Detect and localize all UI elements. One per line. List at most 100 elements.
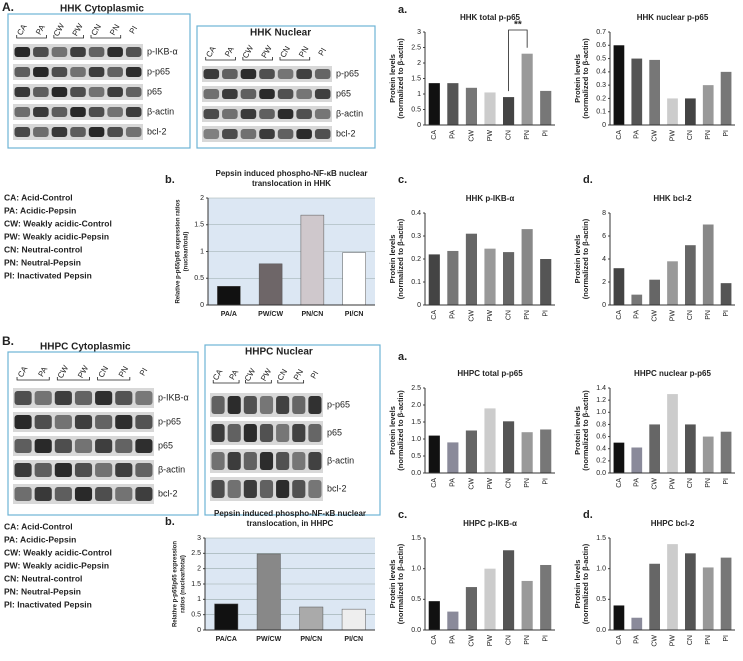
lane-label: PA bbox=[227, 368, 240, 382]
blot-band bbox=[14, 463, 32, 477]
legend-entry: CA: Acid-Control bbox=[4, 192, 73, 202]
legend-entry: PW: Weakly acidic-Pepsin bbox=[4, 560, 109, 570]
x-tick-label: PW bbox=[487, 130, 494, 142]
x-tick-label: PW bbox=[669, 478, 676, 490]
chart-title: Pepsin induced phospho-NF-κB nuclear bbox=[215, 169, 367, 178]
x-tick-label: CW bbox=[651, 635, 658, 647]
bar bbox=[465, 233, 477, 305]
x-tick-label: CW bbox=[468, 635, 475, 647]
x-tick-label: PA/A bbox=[221, 311, 237, 318]
bar bbox=[447, 250, 459, 305]
bar bbox=[667, 98, 678, 125]
legend-entry: PA: Acidic-Pepsin bbox=[4, 205, 76, 215]
x-tick-label: CA bbox=[431, 478, 438, 488]
y-tick-label: 1 bbox=[417, 91, 421, 98]
blot-band bbox=[33, 107, 49, 117]
x-tick-label: PI bbox=[723, 310, 730, 317]
lane-label: CA bbox=[211, 367, 225, 382]
blot-band bbox=[240, 109, 257, 119]
blot-band bbox=[107, 67, 123, 77]
lane-label: PI bbox=[317, 46, 329, 57]
blot-title: HHPC Nuclear bbox=[245, 347, 313, 358]
lane-label: CN bbox=[97, 364, 111, 379]
chart-title: HHK total p-p65 bbox=[460, 13, 521, 22]
bar bbox=[484, 568, 496, 630]
bar bbox=[503, 97, 515, 125]
blot-band bbox=[308, 424, 322, 442]
bar bbox=[667, 394, 678, 473]
blot-band bbox=[277, 89, 294, 99]
protein-label: p-p65 bbox=[327, 399, 350, 409]
bar bbox=[613, 45, 625, 125]
y-tick-label: 0 bbox=[417, 302, 421, 309]
legend-entry: CN: Neutral-control bbox=[4, 573, 82, 583]
bar bbox=[720, 557, 732, 630]
blot-title: HHK Nuclear bbox=[250, 28, 311, 39]
blot-band bbox=[88, 107, 105, 117]
bar bbox=[613, 605, 625, 630]
y-tick-label: 0.0 bbox=[596, 470, 606, 477]
lane-bracket bbox=[205, 57, 236, 61]
y-axis-label: (normalized to β-actin) bbox=[581, 390, 590, 471]
y-tick-label: 0.5 bbox=[191, 612, 201, 619]
blot-band bbox=[107, 47, 123, 57]
x-tick-label: CN bbox=[687, 130, 694, 140]
blot-band bbox=[14, 415, 32, 429]
blot-band bbox=[259, 452, 274, 470]
y-axis-label: Protein levels bbox=[388, 54, 397, 103]
blot-band bbox=[74, 463, 93, 477]
blot-band bbox=[34, 415, 52, 429]
blot-band bbox=[292, 424, 306, 442]
x-tick-label: CA bbox=[616, 478, 623, 488]
blot-band bbox=[95, 391, 113, 405]
blot-band bbox=[277, 69, 294, 79]
x-tick-label: PI bbox=[543, 130, 550, 137]
blot-band bbox=[70, 127, 86, 137]
bar bbox=[667, 544, 678, 630]
bar bbox=[631, 447, 643, 473]
x-tick-label: PW bbox=[487, 478, 494, 490]
blot-band bbox=[276, 452, 290, 470]
y-tick-label: 1.0 bbox=[596, 409, 606, 416]
blot-title: HHK Cytoplasmic bbox=[60, 4, 144, 15]
y-axis-label: (normalized to β-actin) bbox=[396, 543, 405, 624]
y-tick-label: 1.4 bbox=[596, 385, 606, 392]
lane-bracket bbox=[277, 380, 305, 384]
blot-band bbox=[115, 439, 133, 453]
blot-band bbox=[135, 439, 153, 453]
blot-band bbox=[240, 89, 257, 99]
x-tick-label: PN bbox=[524, 130, 531, 140]
lane-label: CA bbox=[16, 364, 30, 379]
bar bbox=[214, 603, 239, 631]
bar bbox=[503, 421, 515, 473]
blot-band bbox=[276, 480, 290, 498]
bar bbox=[685, 553, 696, 630]
y-tick-label: 0.0 bbox=[596, 627, 606, 634]
lane-label: PA bbox=[223, 45, 236, 59]
blot-band bbox=[277, 109, 294, 119]
x-tick-label: PA bbox=[634, 310, 641, 319]
chart-title: translocation, in HHPC bbox=[247, 519, 334, 528]
y-tick-label: 1.5 bbox=[411, 75, 421, 82]
lane-bracket bbox=[90, 35, 122, 39]
bar bbox=[484, 408, 496, 473]
blot-band bbox=[125, 47, 142, 57]
blot-band bbox=[125, 67, 142, 77]
blot-band bbox=[135, 415, 153, 429]
chart-title: Pepsin induced phospho-NF-κB nuclear bbox=[214, 509, 366, 518]
blot-band bbox=[14, 391, 32, 405]
bar bbox=[702, 567, 714, 630]
y-tick-label: 0.5 bbox=[194, 275, 204, 282]
bar bbox=[613, 442, 625, 473]
x-tick-label: PA bbox=[634, 478, 641, 487]
blot-band bbox=[34, 439, 52, 453]
y-tick-label: 1.5 bbox=[191, 581, 201, 588]
blot-band bbox=[33, 67, 49, 77]
blot-band bbox=[125, 87, 142, 97]
legend-entry: PN: Neutral-Pepsin bbox=[4, 257, 81, 267]
y-tick-label: 0.8 bbox=[596, 421, 606, 428]
y-tick-label: 4 bbox=[602, 256, 606, 263]
protein-label: p-IKB-α bbox=[147, 46, 178, 56]
x-tick-label: CA bbox=[431, 635, 438, 645]
y-tick-label: 0.5 bbox=[596, 55, 606, 62]
